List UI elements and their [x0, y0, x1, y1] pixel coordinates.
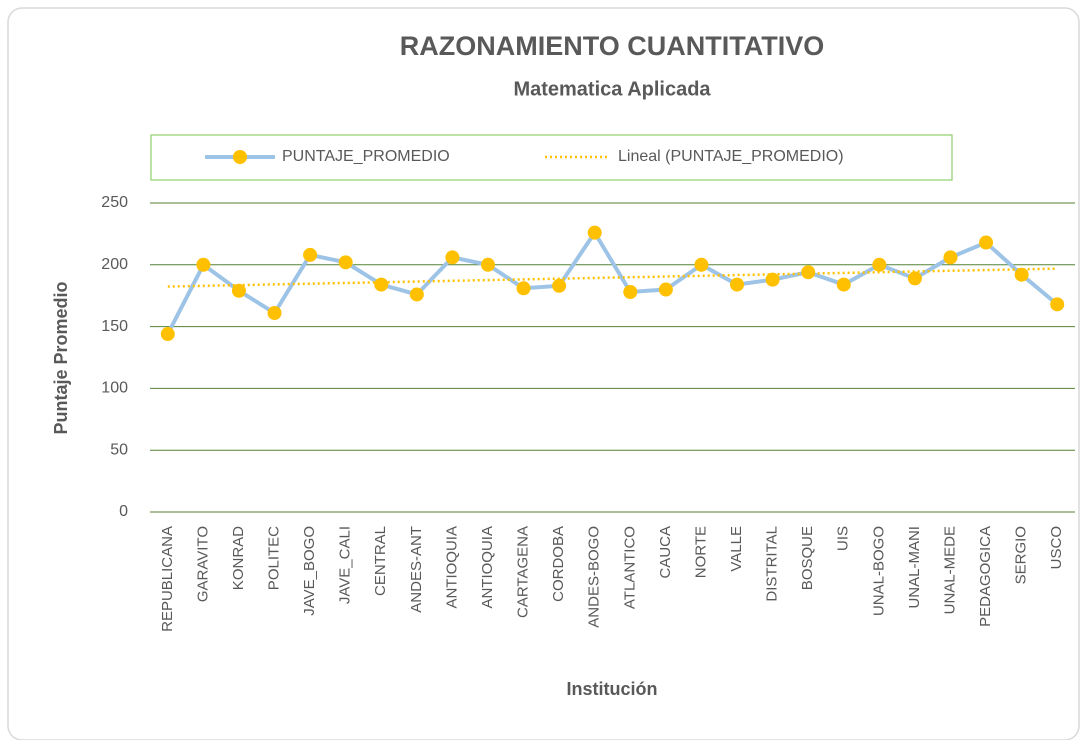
x-tick-label: BOSQUE — [799, 526, 816, 590]
x-tick-label: ANTIOQUIA — [443, 526, 460, 609]
series-marker — [231, 283, 246, 298]
series-marker — [160, 327, 175, 342]
y-tick-label: 100 — [101, 380, 128, 397]
x-tick-label: CENTRAL — [372, 526, 389, 596]
series-marker — [267, 306, 282, 321]
x-tick-label: ANTIOQUIA — [479, 526, 496, 609]
legend-box — [150, 134, 953, 181]
x-tick-label: ANDES-ANT — [408, 526, 425, 613]
x-tick-label: REPUBLICANA — [159, 526, 176, 632]
x-tick-label: UNAL-MANI — [906, 526, 923, 609]
x-tick-label: DISTRITAL — [764, 526, 781, 602]
x-tick-label: GARAVITO — [194, 526, 211, 602]
series-marker — [801, 265, 816, 280]
chart-subtitle: Matematica Aplicada — [513, 78, 711, 100]
x-tick-label: CARTAGENA — [515, 526, 532, 618]
chart-title: RAZONAMIENTO CUANTITATIVO — [400, 31, 824, 61]
series-marker — [694, 257, 709, 272]
x-tick-label: UIS — [835, 526, 852, 551]
chart-frame — [7, 7, 1080, 740]
series-marker — [907, 271, 922, 286]
series-marker — [196, 257, 211, 272]
series-marker — [943, 250, 958, 265]
legend-marker — [233, 150, 247, 164]
y-tick-label: 150 — [101, 318, 128, 335]
y-tick-label: 250 — [101, 194, 128, 211]
series-marker — [303, 247, 318, 262]
series-marker — [836, 277, 851, 292]
legend-label: Lineal (PUNTAJE_PROMEDIO) — [618, 148, 844, 165]
series-marker — [730, 277, 745, 292]
series-marker — [552, 278, 567, 293]
x-tick-label: ATLANTICO — [621, 526, 638, 609]
x-tick-label: VALLE — [728, 526, 745, 572]
x-tick-label: SERGIO — [1013, 526, 1030, 584]
x-tick-label: CORDOBA — [550, 526, 567, 602]
x-tick-label: JAVE_BOGO — [301, 526, 318, 616]
x-tick-label: CAUCA — [657, 526, 674, 579]
series-marker — [480, 257, 495, 272]
legend-label: PUNTAJE_PROMEDIO — [282, 148, 450, 165]
series-marker — [872, 257, 887, 272]
series-marker — [623, 284, 638, 299]
x-tick-label: UNAL-MEDE — [941, 526, 958, 614]
series-marker — [658, 282, 673, 297]
x-tick-label: ANDES-BOGO — [586, 526, 603, 628]
x-tick-label: POLITEC — [265, 526, 282, 590]
x-tick-label: USCO — [1048, 526, 1065, 569]
x-tick-label: NORTE — [692, 526, 709, 578]
trendline — [167, 267, 1058, 288]
y-axis-title: Puntaje Promedio — [51, 281, 71, 434]
series-marker — [1014, 267, 1029, 282]
x-axis-title: Institución — [567, 679, 658, 699]
x-tick-label: KONRAD — [230, 526, 247, 590]
x-tick-label: JAVE_CALI — [337, 526, 354, 604]
series-marker — [516, 281, 531, 296]
y-tick-label: 0 — [119, 503, 128, 520]
series-marker — [445, 250, 460, 265]
x-tick-label: PEDAGOGICA — [977, 526, 994, 627]
series-marker — [374, 277, 389, 292]
series-marker — [587, 225, 602, 240]
x-tick-label: UNAL-BOGO — [870, 526, 887, 616]
y-tick-label: 200 — [101, 256, 128, 273]
y-tick-label: 50 — [110, 441, 128, 458]
series-marker — [765, 272, 780, 287]
series-marker — [1050, 297, 1065, 312]
series-marker — [338, 255, 353, 270]
series-marker — [979, 235, 994, 250]
series-marker — [409, 287, 424, 302]
